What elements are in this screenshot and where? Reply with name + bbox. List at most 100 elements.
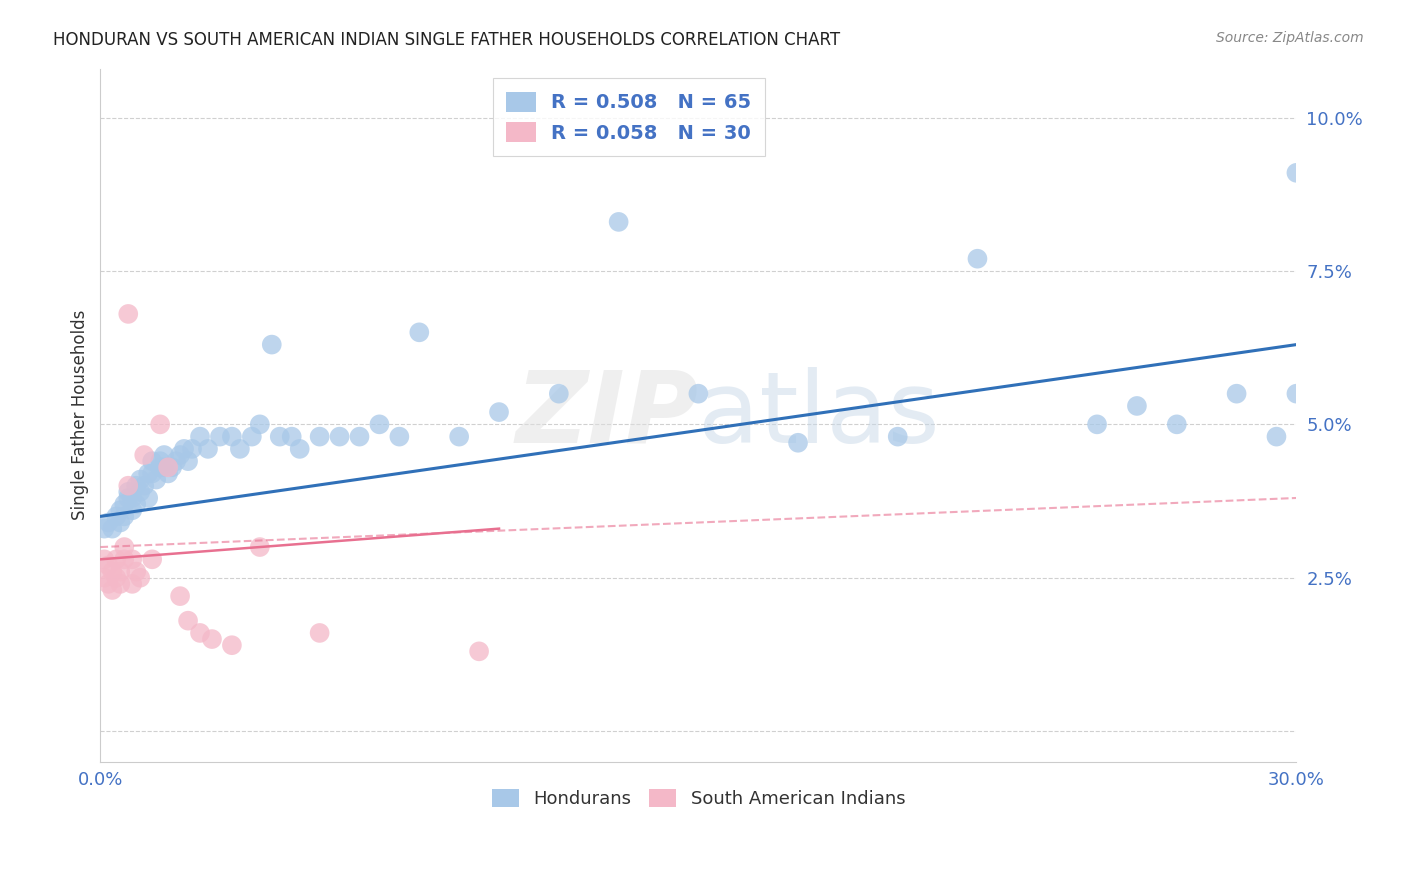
Point [181,442,204,456]
Point [197,442,219,456]
Point [1166,417,1188,432]
Point [97,516,120,530]
Point [125,565,148,579]
Point [112,540,135,554]
Point [229,442,252,456]
Point [93,571,115,585]
Point [134,448,156,462]
Point [129,484,152,499]
Point [121,491,143,505]
Point [141,454,163,468]
Point [249,417,271,432]
Point [121,552,143,566]
Point [101,522,124,536]
Point [149,454,172,468]
Point [349,429,371,443]
Point [105,571,128,585]
Point [125,497,148,511]
Point [368,417,391,432]
Point [136,491,159,505]
Point [208,429,231,443]
Point [188,626,211,640]
Point [249,540,271,554]
Y-axis label: Single Father Households: Single Father Households [72,310,89,520]
Point [93,552,115,566]
Legend: Hondurans, South American Indians: Hondurans, South American Indians [484,781,912,815]
Point [688,386,710,401]
Point [607,215,630,229]
Point [169,589,191,603]
Point [149,460,172,475]
Point [105,509,128,524]
Point [449,429,471,443]
Point [177,454,200,468]
Point [110,503,132,517]
Point [136,467,159,481]
Point [117,307,139,321]
Point [787,435,810,450]
Point [966,252,988,266]
Point [188,429,211,443]
Point [153,448,176,462]
Point [110,516,132,530]
Point [260,337,283,351]
Point [240,429,263,443]
Point [201,632,224,646]
Point [101,582,124,597]
Point [1265,429,1288,443]
Point [1285,386,1308,401]
Point [288,442,311,456]
Point [468,644,491,658]
Point [1226,386,1249,401]
Point [141,467,163,481]
Point [110,565,132,579]
Point [1085,417,1108,432]
Point [308,429,330,443]
Point [110,577,132,591]
Point [388,429,411,443]
Point [221,638,243,652]
Point [112,509,135,524]
Point [157,460,180,475]
Point [173,442,195,456]
Point [547,386,569,401]
Point [177,614,200,628]
Point [329,429,352,443]
Point [145,473,167,487]
Point [308,626,330,640]
Point [269,429,291,443]
Point [408,326,430,340]
Point [169,448,191,462]
Point [112,552,135,566]
Point [117,484,139,499]
Point [93,522,115,536]
Point [117,491,139,505]
Text: Source: ZipAtlas.com: Source: ZipAtlas.com [1216,31,1364,45]
Point [1126,399,1149,413]
Point [221,429,243,443]
Point [886,429,908,443]
Point [1285,166,1308,180]
Point [280,429,302,443]
Point [129,473,152,487]
Point [117,479,139,493]
Point [141,552,163,566]
Text: atlas: atlas [699,367,941,464]
Point [121,503,143,517]
Point [97,577,120,591]
Point [125,479,148,493]
Point [105,552,128,566]
Text: HONDURAN VS SOUTH AMERICAN INDIAN SINGLE FATHER HOUSEHOLDS CORRELATION CHART: HONDURAN VS SOUTH AMERICAN INDIAN SINGLE… [53,31,841,49]
Point [134,479,156,493]
Point [160,460,183,475]
Point [165,454,187,468]
Point [112,497,135,511]
Point [488,405,510,419]
Point [129,571,152,585]
Point [153,460,176,475]
Point [101,565,124,579]
Text: ZIP: ZIP [516,367,699,464]
Point [97,558,120,573]
Point [157,467,180,481]
Point [121,577,143,591]
